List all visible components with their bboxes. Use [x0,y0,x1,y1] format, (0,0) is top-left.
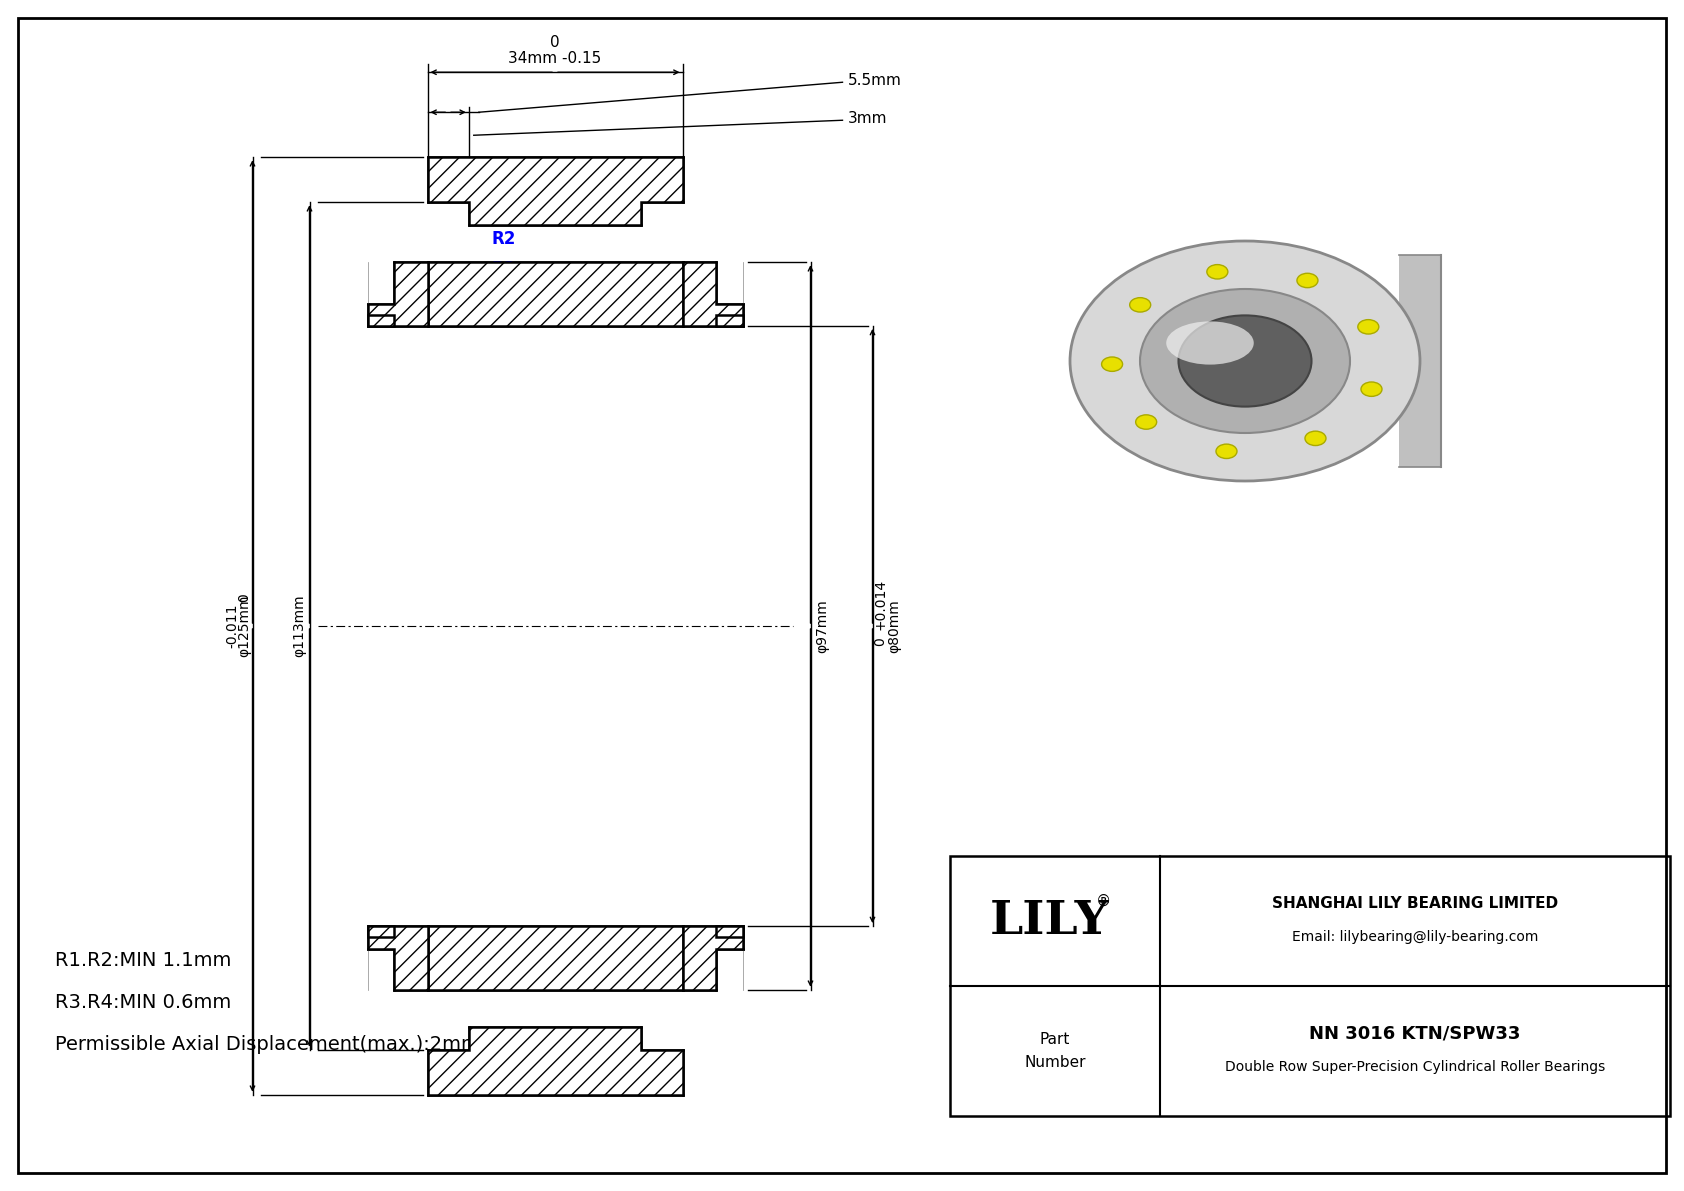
Text: R2: R2 [492,230,515,248]
Polygon shape [428,1028,682,1095]
Text: 3mm: 3mm [847,111,887,126]
Polygon shape [716,304,743,326]
Ellipse shape [1135,414,1157,429]
Ellipse shape [1305,431,1325,445]
Text: φ97mm: φ97mm [815,599,830,653]
Polygon shape [367,262,428,326]
Text: Permissible Axial Displacement(max.):2mm: Permissible Axial Displacement(max.):2mm [56,1035,480,1054]
Polygon shape [367,925,394,948]
Ellipse shape [1130,298,1150,312]
Polygon shape [716,925,743,948]
Text: ®: ® [1095,893,1111,909]
Text: R3.R4:MIN 0.6mm: R3.R4:MIN 0.6mm [56,993,231,1012]
Polygon shape [716,925,743,937]
Ellipse shape [1101,357,1123,372]
Text: R1: R1 [492,166,515,183]
Ellipse shape [1297,273,1319,288]
Text: R1.R2:MIN 1.1mm: R1.R2:MIN 1.1mm [56,952,231,971]
Text: 34mm -0.15: 34mm -0.15 [509,51,601,67]
Text: φ113mm: φ113mm [293,594,306,657]
Polygon shape [428,925,682,990]
Polygon shape [682,262,743,326]
Ellipse shape [1069,241,1420,481]
Text: 0: 0 [237,593,251,603]
Ellipse shape [1140,289,1351,434]
Polygon shape [682,925,743,990]
Text: NN 3016 KTN/SPW33: NN 3016 KTN/SPW33 [1310,1024,1521,1042]
Polygon shape [716,314,743,326]
Text: -0.011: -0.011 [226,604,239,648]
Polygon shape [1399,255,1442,467]
Polygon shape [367,925,394,937]
Text: 0: 0 [551,36,559,50]
Polygon shape [367,304,394,326]
Ellipse shape [1361,382,1383,397]
Ellipse shape [1357,319,1379,333]
Bar [950,856,1671,1116]
Text: Part
Number: Part Number [1024,1033,1086,1070]
Text: 5.5mm: 5.5mm [847,73,901,88]
Polygon shape [367,314,394,326]
Ellipse shape [1207,264,1228,279]
Ellipse shape [1179,316,1312,406]
Text: LILY: LILY [990,898,1110,944]
Polygon shape [428,157,682,225]
Text: SHANGHAI LILY BEARING LIMITED: SHANGHAI LILY BEARING LIMITED [1271,896,1558,910]
Polygon shape [428,262,682,326]
Text: 0: 0 [874,637,887,647]
Text: φ80mm: φ80mm [887,599,901,653]
Text: +0.014: +0.014 [874,579,887,630]
Polygon shape [468,990,642,1028]
Text: Email: lilybearing@lily-bearing.com: Email: lilybearing@lily-bearing.com [1292,930,1537,944]
Ellipse shape [1167,322,1255,364]
Polygon shape [367,925,428,990]
Ellipse shape [1216,444,1238,459]
Text: φ125mm: φ125mm [237,594,251,657]
Text: Double Row Super-Precision Cylindrical Roller Bearings: Double Row Super-Precision Cylindrical R… [1224,1060,1605,1074]
Polygon shape [468,225,642,262]
Text: R4: R4 [492,308,515,326]
Text: R3: R3 [492,261,515,279]
